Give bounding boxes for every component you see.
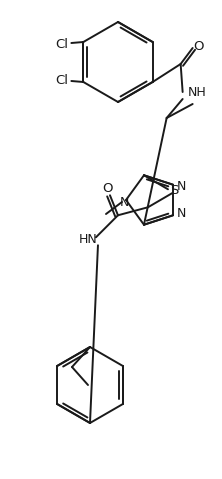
Text: S: S	[170, 184, 178, 197]
Text: N: N	[119, 195, 129, 208]
Text: N: N	[176, 180, 186, 193]
Text: NH: NH	[188, 85, 206, 99]
Text: O: O	[193, 39, 204, 53]
Text: Cl: Cl	[55, 37, 68, 50]
Text: O: O	[103, 182, 113, 195]
Text: N: N	[176, 207, 186, 220]
Text: Cl: Cl	[55, 73, 68, 87]
Text: HN: HN	[79, 233, 97, 246]
